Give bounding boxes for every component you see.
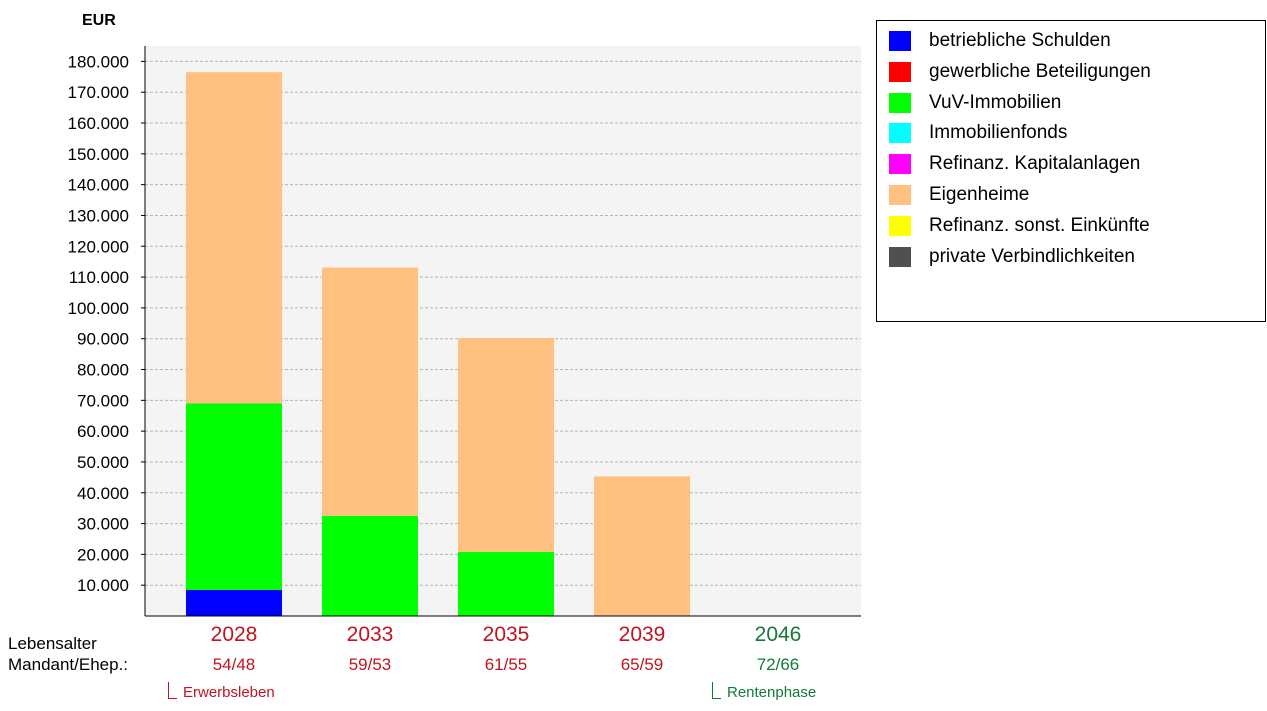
legend-swatch [889,246,911,267]
bar-segment [186,403,282,590]
phase-bracket-icon [712,682,721,699]
y-tick-label: 160.000 [68,114,129,133]
x-tick-label-age: 61/55 [484,655,528,674]
y-tick-label: 40.000 [77,484,129,503]
phase-label: Rentenphase [727,684,817,701]
y-tick-label: 140.000 [68,176,129,195]
y-tick-label: 80.000 [77,361,129,380]
y-tick-label: 100.000 [68,299,129,318]
y-tick-label: 170.000 [68,83,129,102]
y-tick-label: 110.000 [69,268,129,287]
bars [186,72,690,616]
legend-label: Eigenheime [929,184,1030,205]
bar-segment [458,338,554,552]
phase-marker: Erwerbsleben [168,682,275,701]
y-tick-label: 130.000 [68,206,129,225]
legend-label: Immobilienfonds [929,122,1068,144]
y-tick-label: 70.000 [77,391,129,410]
legend-item: Immobilienfonds [889,118,1067,148]
legend-swatch [889,123,911,144]
x-tick-label-year: 2035 [482,623,530,646]
y-tick-label: 10.000 [77,576,129,595]
y-axis-unit-label: EUR [82,12,116,29]
legend-swatch [889,215,911,236]
bar-segment [186,589,282,616]
legend: betriebliche Schulden gewerbliche Beteili… [876,20,1266,322]
y-tick-label: 50.000 [77,453,129,472]
x-tick-label-age: 59/53 [348,655,392,674]
bar-segment [322,515,418,616]
y-tick-label: 180.000 [68,52,129,71]
bar-segment [458,551,554,616]
legend-label: Refinanz. Kapitalanlagen [929,153,1141,175]
x-tick-label-year: 2046 [754,623,802,646]
y-tick-label: 30.000 [77,515,129,534]
legend-label: VuV-Immobilien [929,91,1062,113]
legend-swatch [889,61,911,82]
y-tick-label: 60.000 [77,422,129,441]
x-tick-label-age: 72/66 [756,655,800,674]
phase-label: Erwerbsleben [183,684,275,701]
legend-item: betriebliche Schulden [889,26,1111,56]
x-tick-label-age: 65/59 [620,655,664,674]
legend-item: private Verbindlichkeiten [889,242,1135,272]
legend-swatch [889,154,911,175]
y-tick-label: 90.000 [77,330,129,349]
bar-segment [594,476,690,616]
legend-label: Refinanz. sonst. Einkünfte [929,214,1150,236]
row-label-ages: Mandant/Ehep.: [8,655,129,674]
x-tick-label-year: 2039 [618,623,666,646]
bar-segment [186,72,282,404]
x-tick-label-year: 2033 [346,623,394,646]
x-tick-label-year: 2028 [210,623,258,646]
legend-item: gewerbliche Beteiligungen [889,57,1151,87]
phase-bracket-icon [168,682,177,699]
y-tick-label: 120.000 [68,237,129,256]
phase-marker: Rentenphase [712,682,816,701]
legend-swatch [889,185,911,205]
y-axis-ticks: 10.000 20.000 30.000 40.000 50.000 60.000 70.0… [68,52,145,595]
legend-swatch [889,31,911,51]
legend-label: gewerbliche Beteiligungen [929,60,1151,82]
legend-item: Eigenheime [889,180,1029,210]
row-label-years: Lebensalter [8,634,97,653]
y-tick-label: 150.000 [68,145,129,164]
legend-item: VuV-Immobilien [889,88,1061,118]
x-tick-label-age: 54/48 [212,655,256,674]
legend-swatch [889,92,911,113]
legend-item: Refinanz. sonst. Einkünfte [889,211,1150,241]
y-tick-label: 20.000 [77,545,129,564]
legend-item: Refinanz. Kapitalanlagen [889,149,1140,179]
bar-segment [322,267,418,516]
legend-label: private Verbindlichkeiten [929,245,1135,267]
legend-label: betriebliche Schulden [929,30,1111,51]
